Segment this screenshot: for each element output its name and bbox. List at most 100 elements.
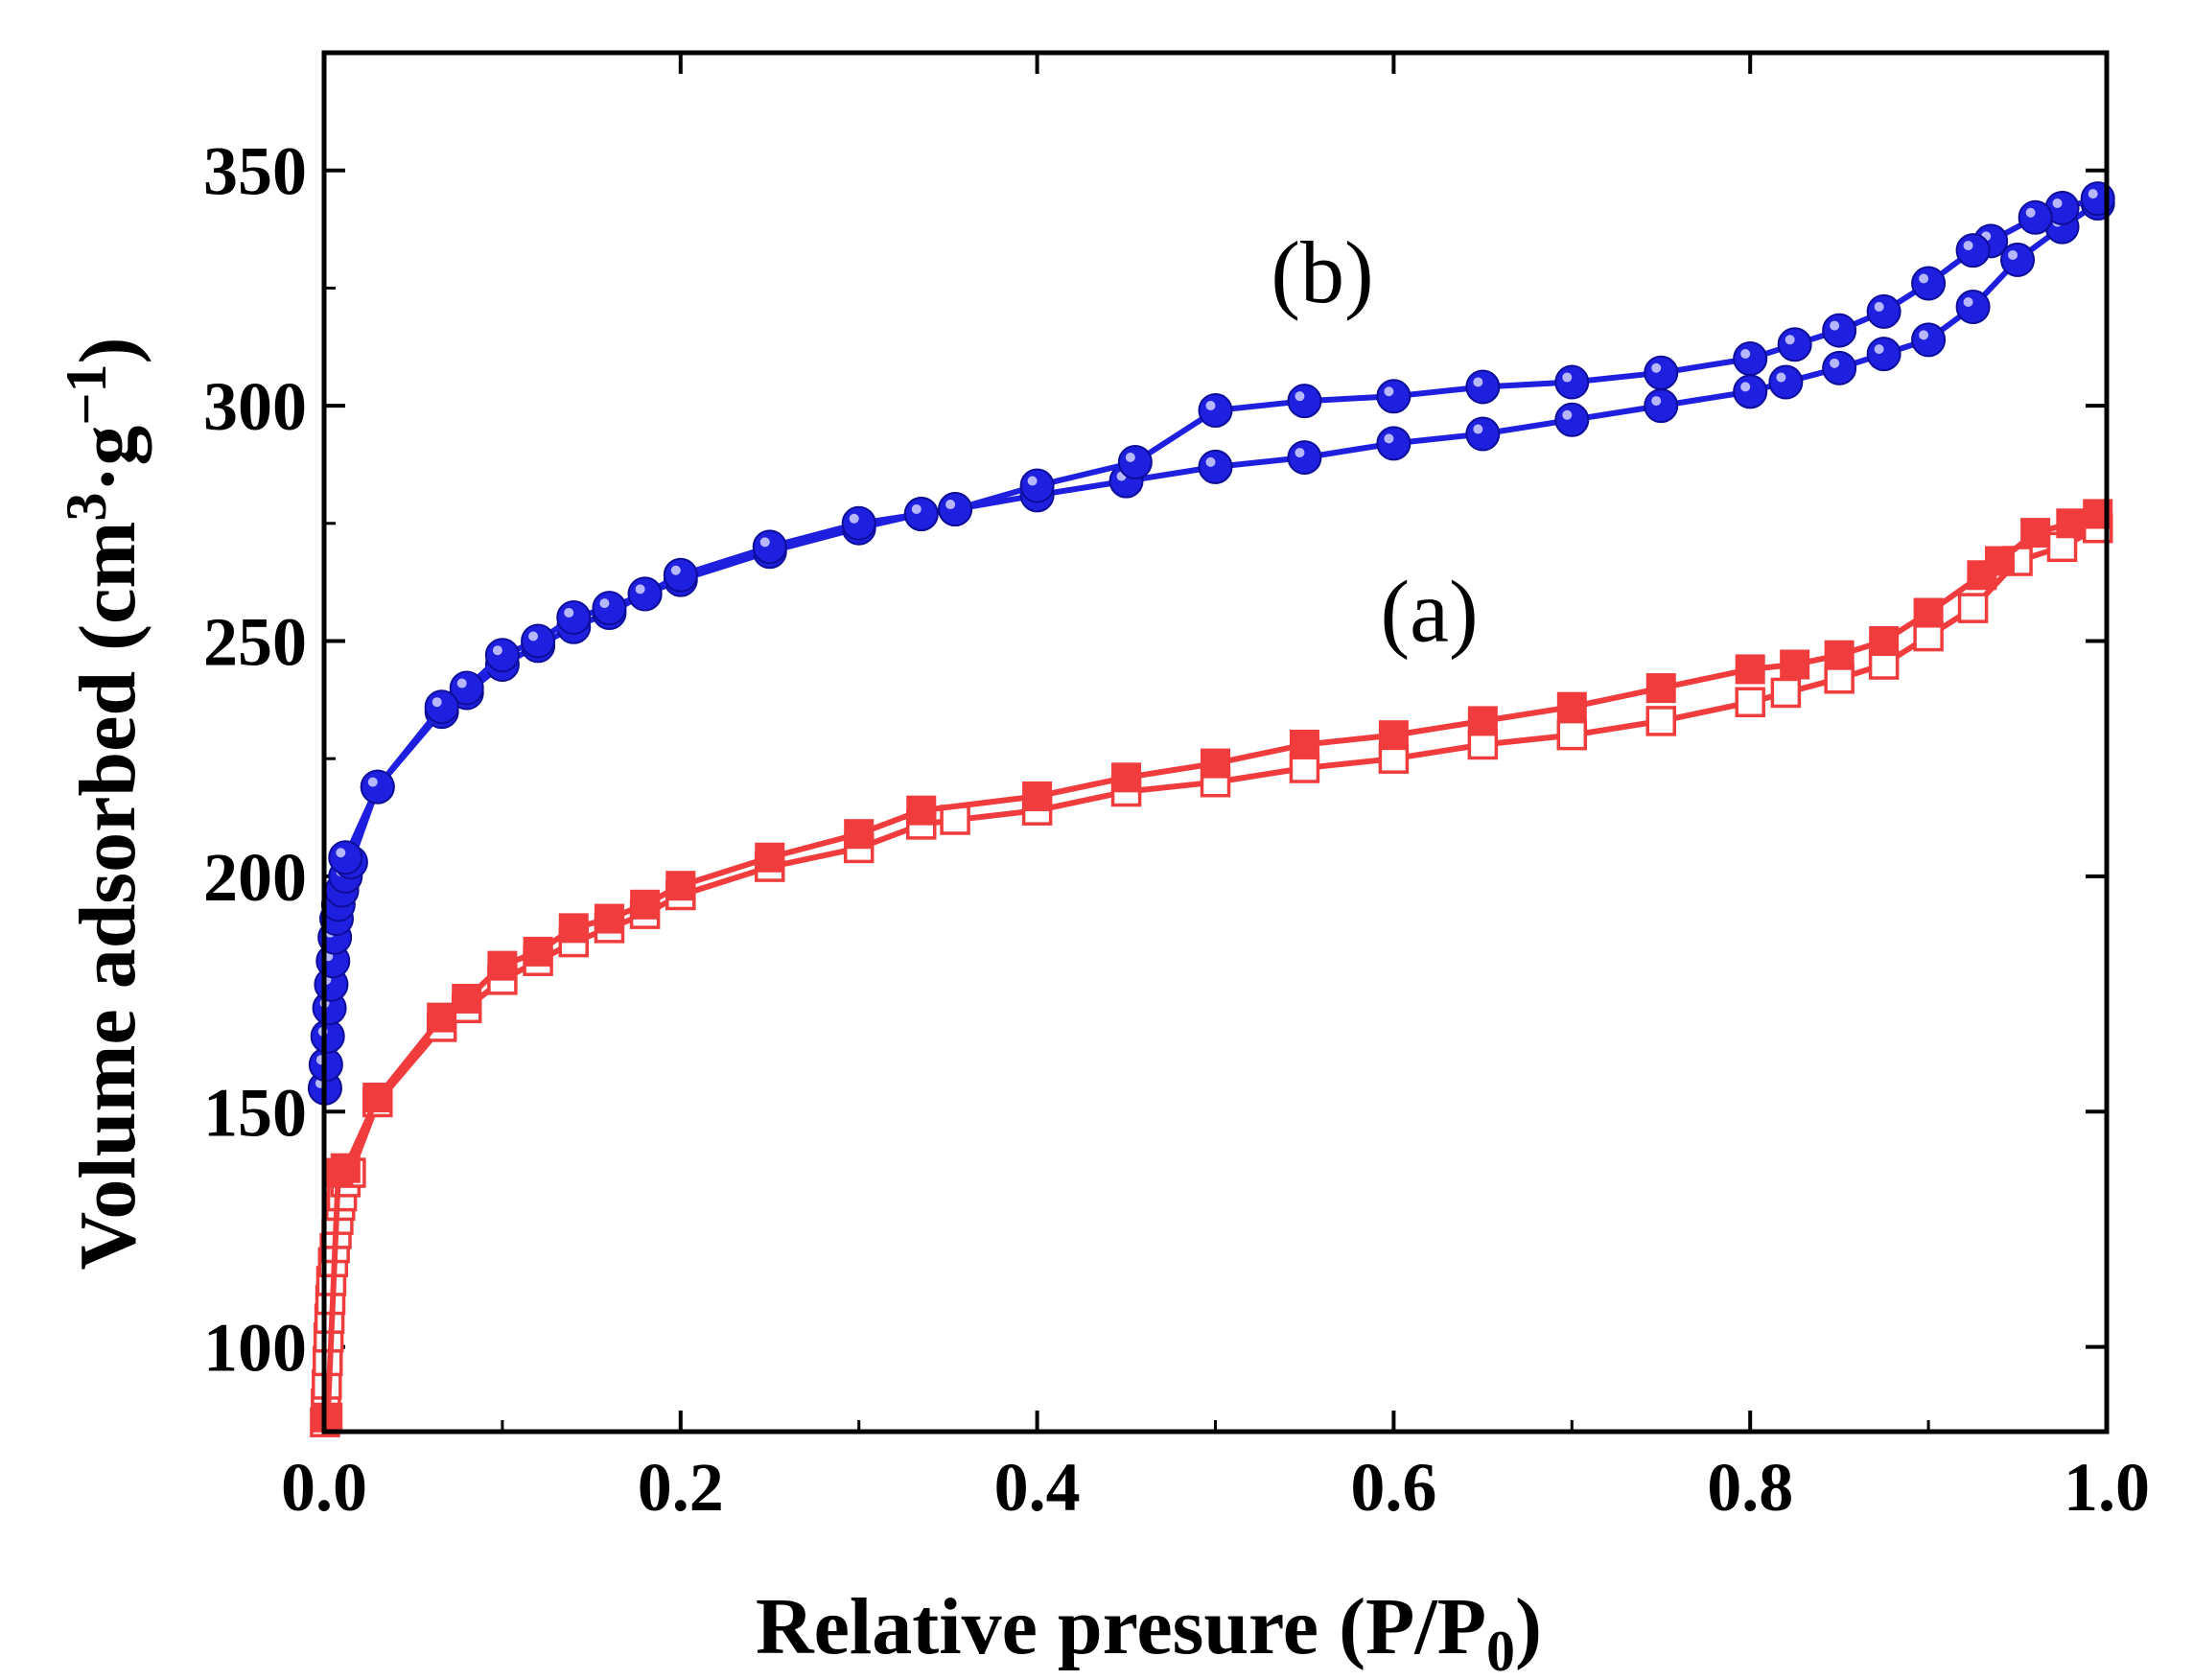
data-point: [1780, 649, 1810, 680]
data-point: [484, 638, 520, 673]
data-point: [940, 805, 970, 835]
data-point: [630, 889, 661, 920]
data-point: [427, 1002, 457, 1033]
y-axis-title: Volume adsorbed (cm3·g−1): [55, 337, 152, 1270]
data-point-highlight: [1874, 344, 1884, 355]
data-point: [1198, 392, 1233, 428]
data-point: [1376, 379, 1411, 414]
data-point-highlight: [2008, 249, 2018, 260]
data-point: [1287, 384, 1322, 419]
data-point: [424, 689, 459, 725]
data-point: [2020, 518, 2051, 548]
data-point: [328, 840, 363, 875]
data-point: [1376, 426, 1411, 461]
data-point-highlight: [759, 537, 770, 548]
data-point: [1198, 449, 1233, 484]
data-point-highlight: [1562, 372, 1573, 383]
x-tick-label: 1.0: [2064, 1449, 2150, 1526]
data-point: [1645, 706, 1676, 736]
data-point-highlight: [1963, 241, 1973, 251]
data-point: [1556, 691, 1587, 722]
data-point: [663, 557, 698, 593]
data-point-highlight: [1651, 362, 1662, 373]
data-point: [1465, 369, 1501, 405]
data-point-highlight: [849, 513, 859, 524]
data-point: [1866, 293, 1901, 329]
data-point: [558, 913, 589, 944]
data-point: [1733, 374, 1768, 409]
data-point-highlight: [1295, 391, 1305, 402]
y-tick-label: 300: [203, 368, 307, 445]
data-point-highlight: [2088, 189, 2098, 199]
data-point: [1822, 313, 1857, 348]
data-point-highlight: [1963, 297, 1973, 308]
data-point-highlight: [456, 678, 467, 688]
data-point-highlight: [367, 777, 378, 787]
data-point: [1770, 677, 1802, 709]
data-point: [1554, 364, 1590, 400]
data-point-highlight: [528, 631, 539, 642]
data-point-highlight: [670, 565, 681, 575]
data-point: [2056, 508, 2087, 539]
data-point: [594, 903, 624, 934]
data-point: [523, 936, 553, 967]
series-annotation: (b): [1271, 223, 1373, 321]
x-tick-label: 0.2: [638, 1449, 724, 1526]
data-point: [313, 1402, 343, 1433]
x-tick-label: 0.4: [994, 1449, 1081, 1526]
data-point: [1967, 560, 1997, 591]
data-point: [521, 623, 556, 659]
tick-layer: [322, 51, 2109, 1432]
data-point-highlight: [2025, 207, 2036, 218]
data-point-highlight: [1027, 476, 1038, 486]
data-point: [1554, 402, 1590, 437]
series-annotation: (a): [1381, 562, 1479, 660]
series-layer: [307, 181, 2115, 1437]
data-point: [360, 769, 395, 805]
data-point: [844, 819, 875, 850]
data-point-highlight: [1919, 273, 1929, 284]
data-point: [2018, 199, 2053, 235]
label-layer: 0.0 0.2 0.4 0.6 0.8 1.0 100 150 200 250 300 350 (b) (…: [203, 133, 2150, 1526]
data-point: [1822, 350, 1857, 385]
data-point-highlight: [911, 503, 922, 514]
data-point-highlight: [1205, 456, 1216, 467]
data-point: [1866, 337, 1901, 372]
data-point-highlight: [1473, 377, 1483, 387]
data-point: [1022, 781, 1053, 811]
y-tick-label: 150: [203, 1074, 307, 1151]
x-tick-label: 0.8: [1707, 1449, 1793, 1526]
data-point: [906, 795, 937, 826]
data-point-highlight: [336, 848, 346, 858]
data-point: [1777, 327, 1812, 362]
data-point: [592, 591, 627, 626]
data-point-highlight: [599, 598, 610, 609]
data-point: [1201, 748, 1230, 779]
y-tick-label: 350: [203, 133, 307, 210]
data-point: [1467, 706, 1498, 736]
data-point: [1117, 444, 1153, 479]
data-point: [1465, 416, 1501, 452]
data-point: [1911, 322, 1947, 358]
data-point-highlight: [1651, 396, 1662, 407]
data-point-highlight: [564, 607, 574, 618]
data-point: [1556, 719, 1588, 751]
data-point: [903, 496, 939, 531]
data-point: [1019, 468, 1055, 503]
data-point: [755, 842, 785, 873]
data-point: [1111, 762, 1142, 793]
data-point: [938, 492, 973, 527]
data-point: [1869, 625, 1900, 656]
data-point-highlight: [432, 697, 442, 708]
y-tick-label: 250: [203, 603, 307, 680]
x-tick-label: 0.0: [281, 1449, 367, 1526]
data-point-highlight: [1740, 349, 1751, 360]
data-point-highlight: [1740, 382, 1751, 392]
data-point-highlight: [1205, 400, 1216, 410]
data-point: [452, 983, 482, 1014]
data-point: [487, 950, 518, 981]
data-point: [627, 576, 663, 612]
data-point: [1913, 597, 1944, 628]
data-point: [362, 1083, 393, 1113]
